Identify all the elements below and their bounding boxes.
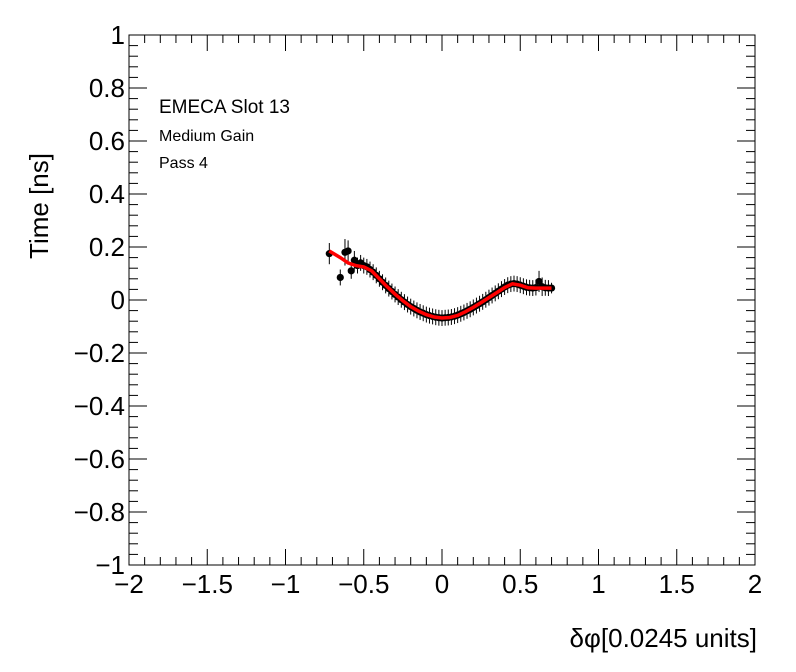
x-tick-label: 0 (435, 569, 449, 599)
x-tick-label: 1 (591, 569, 605, 599)
annotation-gain: Medium Gain (159, 128, 254, 145)
x-tick-label: −2 (114, 569, 144, 599)
data-point (347, 267, 355, 275)
x-axis-title: δφ[0.0245 units] (570, 623, 757, 653)
y-tick-label: −1 (95, 550, 125, 580)
x-tick-label: 1.5 (659, 569, 695, 599)
y-tick-labels: −1 −0.8 −0.6 −0.4 −0.2 0 0.2 0.4 0.6 0.8 1 (74, 20, 125, 580)
x-tick-label: −1 (271, 569, 301, 599)
y-tick-label: 0.6 (89, 126, 125, 156)
y-tick-label: −0.2 (74, 338, 125, 368)
data-point (547, 284, 556, 292)
annotation-slot: EMECA Slot 13 (159, 97, 290, 118)
x-tick-label: 2 (748, 569, 762, 599)
data-point (336, 273, 344, 282)
x-tick-label: 0.5 (502, 569, 538, 599)
data-point (350, 256, 358, 264)
y-tick-label: −0.6 (74, 444, 125, 474)
annotation-pass: Pass 4 (159, 155, 208, 172)
y-tick-label: 0.4 (89, 179, 125, 209)
y-tick-label: −0.8 (74, 497, 125, 527)
data-point (344, 247, 352, 255)
axis-ticks (128, 34, 756, 566)
x-tick-label: −0.5 (338, 569, 389, 599)
y-tick-label: 0.8 (89, 73, 125, 103)
y-tick-label: 0.2 (89, 232, 125, 262)
y-tick-label: 0 (111, 285, 125, 315)
y-tick-label: 1 (111, 20, 125, 50)
fit-curve (328, 249, 552, 320)
y-tick-label: −0.4 (74, 391, 125, 421)
y-axis-title: Time [ns] (24, 153, 54, 259)
x-tick-labels: −2 −1.5 −1 −0.5 0 0.5 1 1.5 2 (114, 569, 762, 599)
x-tick-label: −1.5 (182, 569, 233, 599)
data-point (535, 277, 543, 286)
